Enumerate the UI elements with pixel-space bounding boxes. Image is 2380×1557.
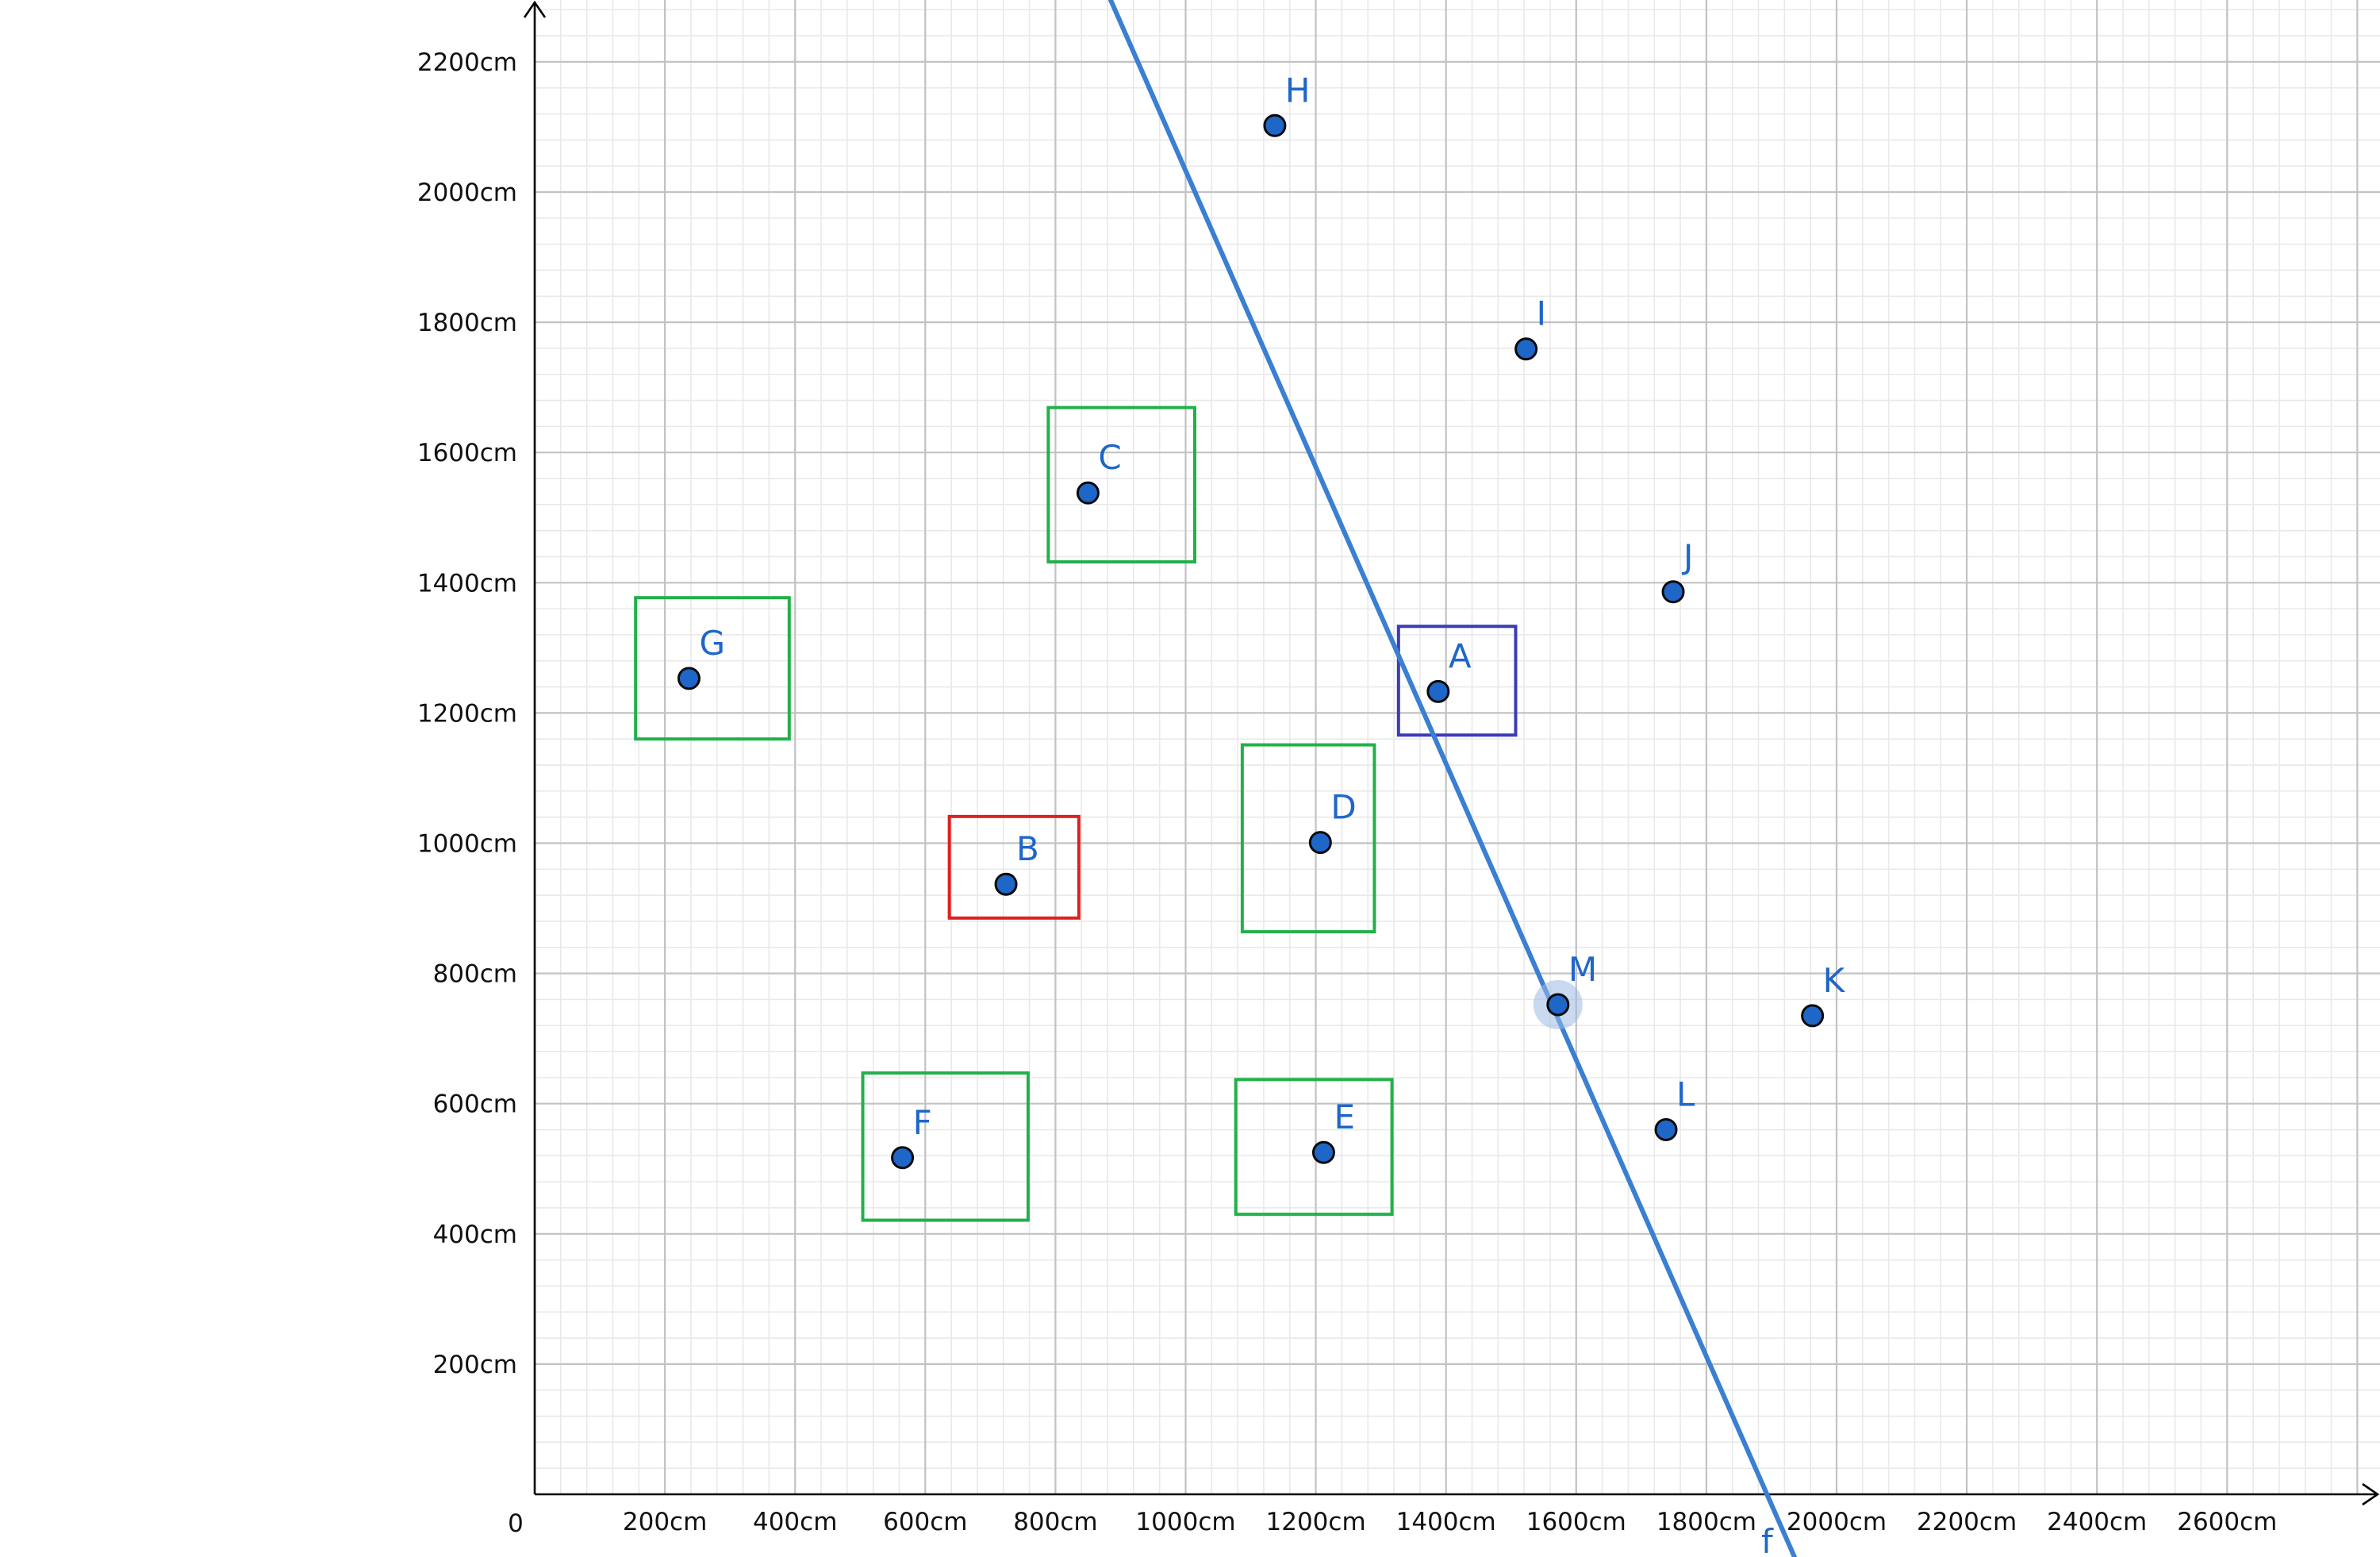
point-H[interactable]: [1263, 113, 1287, 137]
point-J[interactable]: [1661, 580, 1685, 604]
minor-grid: [535, 0, 2380, 1494]
point-F[interactable]: [891, 1146, 915, 1170]
y-tick-label: 400cm: [433, 1221, 517, 1249]
x-tick-label: 1200cm: [1266, 1508, 1366, 1536]
major-grid: [535, 0, 2380, 1494]
lines: f: [1105, 0, 1798, 1557]
y-tick-label: 1800cm: [417, 309, 517, 337]
selection-rectangles: [634, 406, 1518, 1222]
point-label-B: B: [1016, 829, 1039, 868]
point-label-A: A: [1449, 636, 1472, 675]
point-label-J: J: [1681, 537, 1693, 576]
point-label-I: I: [1537, 294, 1546, 333]
point-I[interactable]: [1514, 337, 1538, 361]
point-G[interactable]: [677, 667, 701, 690]
y-axis-arrow: [523, 0, 547, 18]
selection-rectangle[interactable]: [1240, 743, 1376, 934]
y-tick-label: 1600cm: [417, 439, 517, 467]
point-label-H: H: [1285, 71, 1311, 110]
x-axis-arrow: [2362, 1482, 2380, 1506]
point-B[interactable]: [994, 872, 1018, 896]
y-tick-label: 200cm: [433, 1351, 517, 1379]
axes: [523, 0, 2380, 1506]
point-label-G: G: [699, 624, 725, 663]
y-tick-label: 2200cm: [417, 48, 517, 77]
tick-labels: 0 200cm 400cm 600cm 800cm 1000cm 1200cm 1400cm…: [417, 48, 2278, 1538]
point-E[interactable]: [1311, 1140, 1335, 1164]
x-tick-label: 2400cm: [2047, 1508, 2147, 1536]
y-tick-label: 2000cm: [417, 179, 517, 207]
point-label-F: F: [913, 1103, 932, 1142]
line-label: f: [1761, 1522, 1774, 1557]
x-tick-label: 1400cm: [1396, 1508, 1496, 1536]
x-tick-label: 2200cm: [1917, 1508, 2017, 1536]
point-M[interactable]: [1546, 993, 1570, 1017]
selection-rectangle[interactable]: [1234, 1078, 1394, 1217]
point-label-E: E: [1334, 1098, 1355, 1136]
line-f[interactable]: [1105, 0, 1798, 1557]
selection-rectangle[interactable]: [947, 814, 1081, 920]
x-tick-label: 200cm: [623, 1508, 707, 1536]
point-label-C: C: [1098, 438, 1121, 477]
point-D[interactable]: [1308, 831, 1332, 855]
selection-rectangle[interactable]: [1396, 625, 1518, 737]
point-K[interactable]: [1801, 1004, 1825, 1028]
y-tick-label: 1400cm: [417, 569, 517, 598]
point-label-K: K: [1823, 961, 1846, 1000]
selection-rectangle[interactable]: [1046, 406, 1196, 564]
x-tick-label: 1800cm: [1656, 1508, 1756, 1536]
x-tick-label: 2000cm: [1787, 1508, 1887, 1536]
y-tick-label: 1000cm: [417, 830, 517, 859]
x-tick-label: 1600cm: [1526, 1508, 1626, 1536]
point-label-L: L: [1676, 1075, 1695, 1114]
x-tick-label: 1000cm: [1135, 1508, 1235, 1536]
x-tick-label: 800cm: [1013, 1508, 1097, 1536]
x-tick-label: 2600cm: [2177, 1508, 2277, 1536]
x-tick-label: 400cm: [753, 1508, 837, 1536]
x-tick-label: 600cm: [883, 1508, 967, 1536]
origin-label: 0: [508, 1509, 524, 1538]
y-tick-label: 1200cm: [417, 699, 517, 728]
point-A[interactable]: [1426, 679, 1450, 703]
point-label-D: D: [1330, 788, 1356, 827]
selection-rectangle[interactable]: [634, 596, 791, 741]
y-tick-label: 800cm: [433, 960, 517, 989]
point-C[interactable]: [1076, 481, 1100, 505]
points: A B C D E F G H I J K L M: [677, 71, 1846, 1170]
y-tick-label: 600cm: [433, 1090, 517, 1119]
point-L[interactable]: [1654, 1118, 1678, 1142]
selection-rectangle[interactable]: [861, 1071, 1030, 1222]
point-label-M: M: [1568, 950, 1597, 989]
